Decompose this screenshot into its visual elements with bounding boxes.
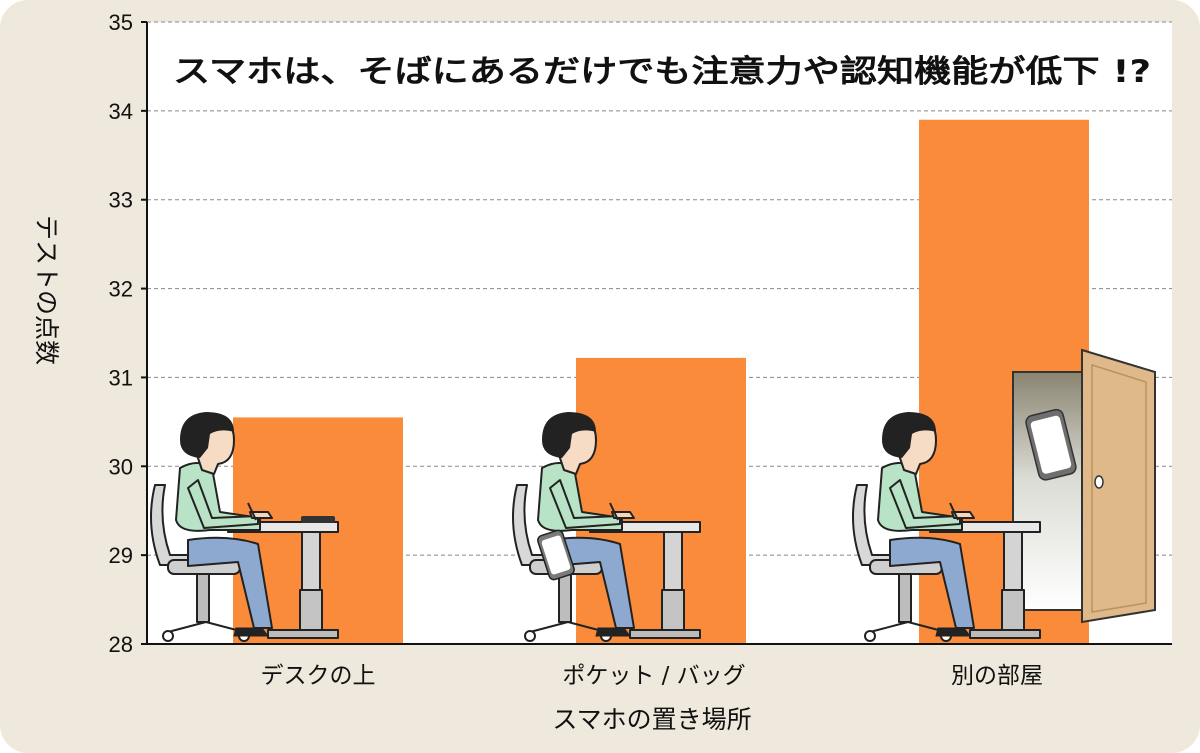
bars: [233, 119, 1089, 644]
x-tick-labels: デスクの上 ポケット / バッグ 別の部屋: [261, 663, 1044, 689]
y-tick-label: 31: [109, 365, 133, 390]
chart-title: スマホは、そばにあるだけでも注意力や認知機能が低下 !?: [173, 54, 1151, 90]
person-illustrations: [150, 412, 1041, 642]
y-tick-label: 35: [109, 10, 133, 35]
y-axis-title: テストの点数: [32, 215, 61, 365]
smartphone-icon: [537, 529, 575, 581]
y-tick-label: 34: [109, 99, 133, 124]
x-category-label: 別の部屋: [951, 663, 1043, 689]
y-tick-label: 32: [109, 277, 133, 302]
smartphone-icon: [301, 516, 335, 523]
y-tick-label: 30: [109, 454, 133, 479]
seated-person-at-desk-icon: [150, 412, 339, 642]
x-category-label: デスクの上: [261, 663, 376, 689]
y-tick-label: 33: [109, 188, 133, 213]
y-tick-label: 28: [109, 632, 133, 657]
seated-person-at-desk-icon: [852, 412, 1041, 642]
door-icon: [1012, 348, 1156, 624]
x-axis-title: スマホの置き場所: [552, 705, 751, 734]
y-tick-label: 29: [109, 543, 133, 568]
smartphone-icon: [1025, 408, 1077, 481]
y-tick-labels: 28 29 30 31 32 33 34 35: [109, 10, 147, 657]
x-category-label: ポケット / バッグ: [562, 663, 745, 689]
